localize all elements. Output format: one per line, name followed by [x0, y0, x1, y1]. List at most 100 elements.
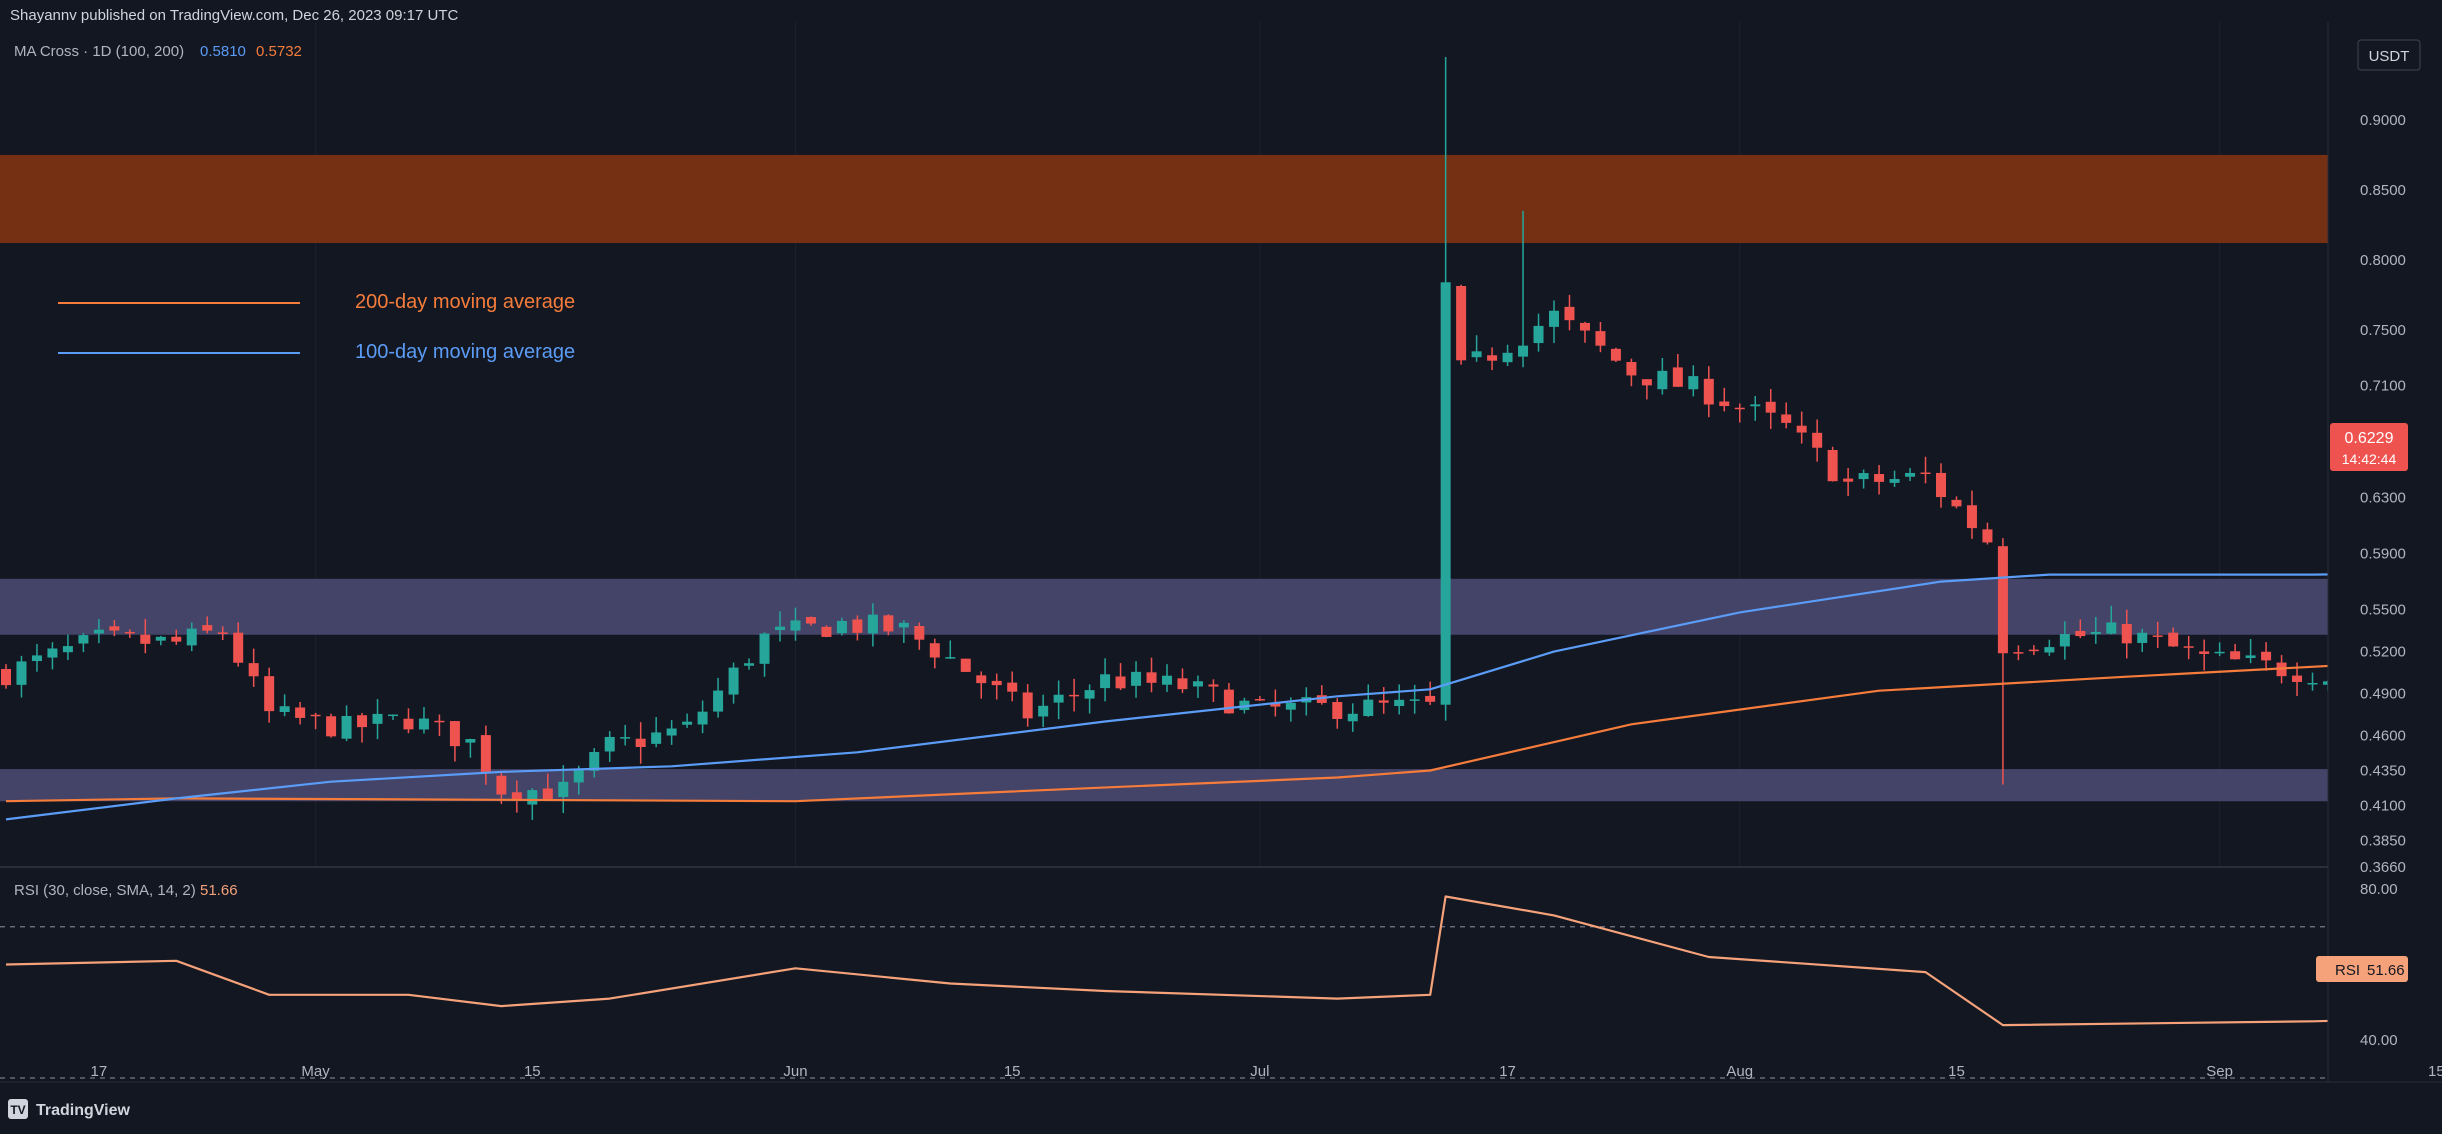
rsi-badge-label: RSI — [2335, 962, 2360, 979]
ma200-value: 0.5732 — [256, 43, 302, 60]
legend-ma200-label: 200-day moving average — [355, 291, 575, 313]
candle-body — [248, 663, 259, 677]
candle-body — [418, 718, 429, 730]
candle-body — [744, 663, 755, 666]
last-price-value: 0.6229 — [2345, 430, 2394, 447]
candle-body — [1936, 472, 1946, 498]
candle-body — [1177, 678, 1188, 690]
candle-body — [403, 718, 414, 730]
currency-label: USDT — [2369, 48, 2410, 65]
candle-body — [805, 617, 816, 624]
candle-body — [2075, 630, 2086, 637]
candle-body — [1518, 345, 1529, 357]
price-tick: 0.5200 — [2360, 644, 2406, 661]
candle-body — [1022, 692, 1033, 719]
time-axis[interactable]: 17May15Jun15Jul17Aug15Sep15Oct16Nov15Dec… — [91, 1063, 2442, 1080]
candle-body — [2183, 646, 2194, 648]
time-tick: May — [301, 1063, 330, 1080]
rsi-value-badge: RSI 51.66 — [2316, 956, 2408, 982]
candle-body — [1796, 425, 1807, 433]
candle-body — [217, 632, 228, 634]
candle-body — [2292, 675, 2303, 682]
price-tick: 0.7500 — [2360, 322, 2406, 339]
candle-body — [1084, 690, 1095, 699]
price-tick: 0.4350 — [2360, 762, 2406, 779]
candle-body — [1905, 472, 1916, 477]
candle-body — [1347, 713, 1358, 722]
rsi-badge-value: 51.66 — [2367, 962, 2405, 979]
svg-text:TV: TV — [10, 1103, 25, 1117]
rsi-name[interactable]: RSI (30, close, SMA, 14, 2) — [14, 882, 196, 899]
candle-body — [124, 631, 135, 634]
candle-body — [1641, 379, 1652, 386]
candle-body — [155, 636, 166, 641]
rsi-value: 51.66 — [200, 882, 238, 899]
candle-body — [1285, 702, 1296, 710]
bar-countdown: 14:42:44 — [2342, 451, 2397, 467]
candle-body — [1579, 322, 1590, 331]
candle-body — [929, 643, 940, 658]
price-tick: 0.5900 — [2360, 546, 2406, 563]
candle-body — [1053, 694, 1064, 703]
candle-body — [960, 658, 971, 672]
candle-body — [295, 707, 306, 718]
price-tick: 0.9000 — [2360, 112, 2406, 129]
candle-body — [527, 790, 538, 805]
candle-body — [1131, 671, 1142, 686]
candle-body — [109, 626, 120, 631]
price-tick: 0.8500 — [2360, 182, 2406, 199]
candle-body — [1254, 699, 1265, 701]
price-scale-background — [2328, 0, 2442, 1134]
indicator-name[interactable]: MA Cross · 1D (100, 200) — [14, 43, 184, 60]
candle-body — [1858, 473, 1869, 480]
candle-body — [1765, 401, 1776, 413]
moving-averages — [5, 571, 2442, 821]
candle-body — [2028, 649, 2039, 652]
candle-body — [1672, 367, 1683, 387]
candle-body — [1, 669, 11, 686]
candle-body — [1657, 370, 1668, 390]
candle-body — [2168, 632, 2179, 647]
candle-body — [2152, 635, 2163, 637]
candle-body — [620, 737, 631, 739]
currency-button[interactable] — [2357, 39, 2421, 71]
candle-body — [140, 634, 151, 644]
candle-body — [573, 769, 584, 783]
resistance-zone-0 — [0, 154, 2328, 244]
candle-body — [1610, 348, 1621, 361]
candle-body — [310, 714, 321, 717]
candle-body — [1069, 694, 1080, 697]
candle-body — [62, 646, 73, 653]
candle-body — [790, 620, 801, 631]
candle-body — [388, 714, 398, 717]
last-price-badge: 0.6229 14:42:44 — [2330, 423, 2408, 471]
candle-body — [1502, 352, 1513, 363]
time-tick: 15 — [524, 1063, 541, 1080]
candle-body — [16, 661, 27, 685]
candle-body — [2261, 651, 2272, 661]
candle-body — [1332, 702, 1343, 719]
price-tick: 0.7100 — [2360, 378, 2406, 395]
candle-body — [2230, 651, 2241, 660]
candle-body — [1409, 699, 1420, 701]
time-tick: 17 — [1499, 1063, 1516, 1080]
candle-body — [1440, 282, 1451, 705]
candle-body — [1146, 672, 1157, 683]
candle-body — [47, 648, 58, 658]
candle-body — [1223, 689, 1234, 714]
candle-body — [1378, 700, 1389, 703]
candle-body — [449, 721, 460, 747]
time-tick: 15 — [1004, 1063, 1021, 1080]
candle-body — [1316, 695, 1327, 703]
candle-body — [2199, 651, 2210, 654]
candle-body — [1162, 675, 1172, 685]
footer-brand: TradingView — [36, 1102, 131, 1119]
candle-body — [2121, 624, 2132, 644]
candle-body — [697, 711, 708, 725]
tradingview-logo-icon: TV — [8, 1099, 28, 1119]
candle-body — [666, 728, 677, 736]
candle-body — [434, 720, 445, 723]
ma100-line — [5, 571, 2442, 821]
candle-body — [713, 690, 724, 712]
